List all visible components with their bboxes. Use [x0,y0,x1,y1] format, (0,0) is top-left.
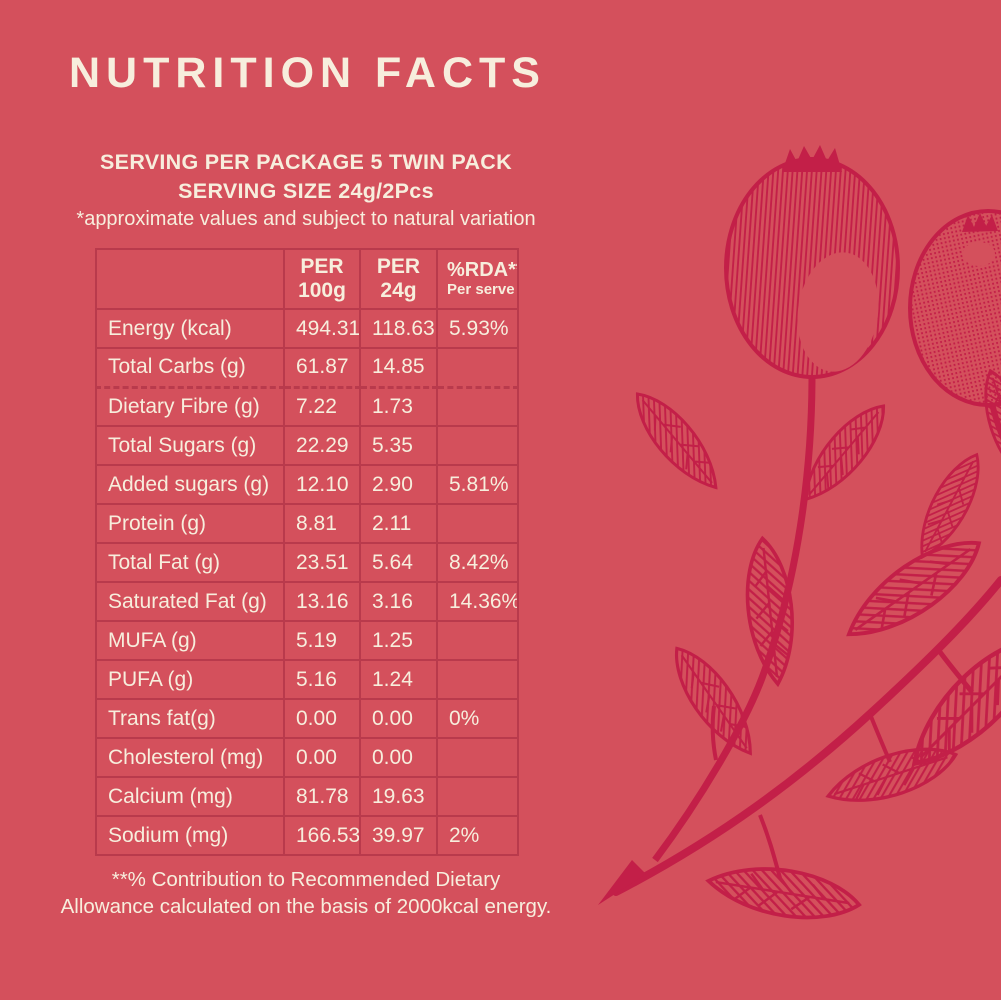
nutrition-table: PER 100g PER 24g %RDA** Per serve Energy… [95,248,519,856]
value-per-24g: 5.64 [359,542,438,583]
table-row-sodium: Sodium (mg) 166.53 39.97 2% [95,815,519,856]
value-per-100g: 13.16 [283,581,361,622]
header-blank-cell [95,248,285,310]
table-row-dietary-fibre: Dietary Fibre (g) 7.22 1.73 [95,385,519,427]
value-per-24g: 2.11 [359,503,438,544]
value-rda-per-serve [436,659,519,700]
serving-per-package: SERVING PER PACKAGE 5 TWIN PACK [100,150,512,174]
nutrient-label: PUFA (g) [95,659,285,700]
rda-footnote-line1: **% Contribution to Recommended Dietary [111,868,501,891]
value-per-24g: 14.85 [359,347,438,388]
berry-large [652,145,900,863]
table-row-total-carbs: Total Carbs (g) 61.87 14.85 [95,347,519,388]
nutrient-label: Protein (g) [95,503,285,544]
header-per-100g-line2: 100g [298,279,346,302]
table-row-protein: Protein (g) 8.81 2.11 [95,503,519,544]
value-per-100g: 61.87 [283,347,361,388]
table-row-trans-fat: Trans fat(g) 0.00 0.00 0% [95,698,519,739]
nutrient-label: Energy (kcal) [95,308,285,349]
value-rda-per-serve: 5.93% [436,308,519,349]
header-per-100g: PER 100g [283,248,361,310]
header-rda-title: %RDA** [447,258,518,281]
value-per-24g: 0.00 [359,737,438,778]
table-row-saturated-fat: Saturated Fat (g) 13.16 3.16 14.36% [95,581,519,622]
header-per-24g-line2: 24g [380,279,417,302]
serving-size: SERVING SIZE 24g/2Pcs [178,179,434,203]
value-per-24g: 0.00 [359,698,438,739]
value-per-100g: 494.31 [283,308,361,349]
value-per-100g: 7.22 [283,385,361,427]
value-per-24g: 1.24 [359,659,438,700]
value-rda-per-serve [436,347,519,388]
value-per-100g: 81.78 [283,776,361,817]
rda-footnote-line2: Allowance calculated on the basis of 200… [60,895,552,918]
header-rda-subtitle: Per serve [447,280,515,298]
table-row-cholesterol: Cholesterol (mg) 0.00 0.00 [95,737,519,778]
table-row-total-fat: Total Fat (g) 23.51 5.64 8.42% [95,542,519,583]
value-per-100g: 22.29 [283,425,361,466]
value-per-24g: 39.97 [359,815,438,856]
cranberry-branch-illustration [598,145,1001,929]
nutrient-label: Total Carbs (g) [95,347,285,388]
value-rda-per-serve [436,385,519,427]
value-rda-per-serve [436,776,519,817]
header-per-100g-line1: PER [300,255,344,278]
nutrient-label: Cholesterol (mg) [95,737,285,778]
value-rda-per-serve [436,425,519,466]
nutrient-label: Sodium (mg) [95,815,285,856]
value-per-24g: 2.90 [359,464,438,505]
table-row-added-sugars: Added sugars (g) 12.10 2.90 5.81% [95,464,519,505]
nutrient-label: Total Sugars (g) [95,425,285,466]
value-rda-per-serve: 8.42% [436,542,519,583]
value-per-100g: 5.19 [283,620,361,661]
value-per-100g: 166.53 [283,815,361,856]
serving-info: SERVING PER PACKAGE 5 TWIN PACK SERVING … [56,148,556,231]
value-per-100g: 12.10 [283,464,361,505]
value-rda-per-serve [436,503,519,544]
value-rda-per-serve [436,620,519,661]
value-per-24g: 3.16 [359,581,438,622]
nutrient-label: Added sugars (g) [95,464,285,505]
header-per-24g-line1: PER [376,255,421,278]
table-row-total-sugars: Total Sugars (g) 22.29 5.35 [95,425,519,466]
nutrient-label: Calcium (mg) [95,776,285,817]
value-rda-per-serve: 5.81% [436,464,519,505]
nutrient-label: MUFA (g) [95,620,285,661]
table-row-calcium: Calcium (mg) 81.78 19.63 [95,776,519,817]
page-title: NUTRITION FACTS [69,49,546,97]
value-per-24g: 1.25 [359,620,438,661]
nutrient-label: Saturated Fat (g) [95,581,285,622]
approx-values-note: *approximate values and subject to natur… [76,208,536,230]
value-per-100g: 23.51 [283,542,361,583]
value-rda-per-serve: 2% [436,815,519,856]
nutrient-label: Dietary Fibre (g) [95,385,285,427]
table-header-row: PER 100g PER 24g %RDA** Per serve [95,248,519,310]
value-rda-per-serve: 14.36% [436,581,519,622]
value-per-100g: 5.16 [283,659,361,700]
branch [598,576,1001,905]
value-per-100g: 8.81 [283,503,361,544]
value-rda-per-serve: 0% [436,698,519,739]
value-per-100g: 0.00 [283,698,361,739]
value-rda-per-serve [436,737,519,778]
rda-footnote: **% Contribution to Recommended Dietary … [46,866,566,920]
header-per-24g: PER 24g [359,248,438,310]
table-row-mufa: MUFA (g) 5.19 1.25 [95,620,519,661]
value-per-24g: 118.63 [359,308,438,349]
value-per-100g: 0.00 [283,737,361,778]
nutrient-label: Trans fat(g) [95,698,285,739]
value-per-24g: 19.63 [359,776,438,817]
value-per-24g: 5.35 [359,425,438,466]
nutrient-label: Total Fat (g) [95,542,285,583]
berry-small [908,209,1001,441]
table-row-pufa: PUFA (g) 5.16 1.24 [95,659,519,700]
value-per-24g: 1.73 [359,385,438,427]
header-rda-per-serve: %RDA** Per serve [436,248,519,310]
table-row-energy: Energy (kcal) 494.31 118.63 5.93% [95,308,519,349]
